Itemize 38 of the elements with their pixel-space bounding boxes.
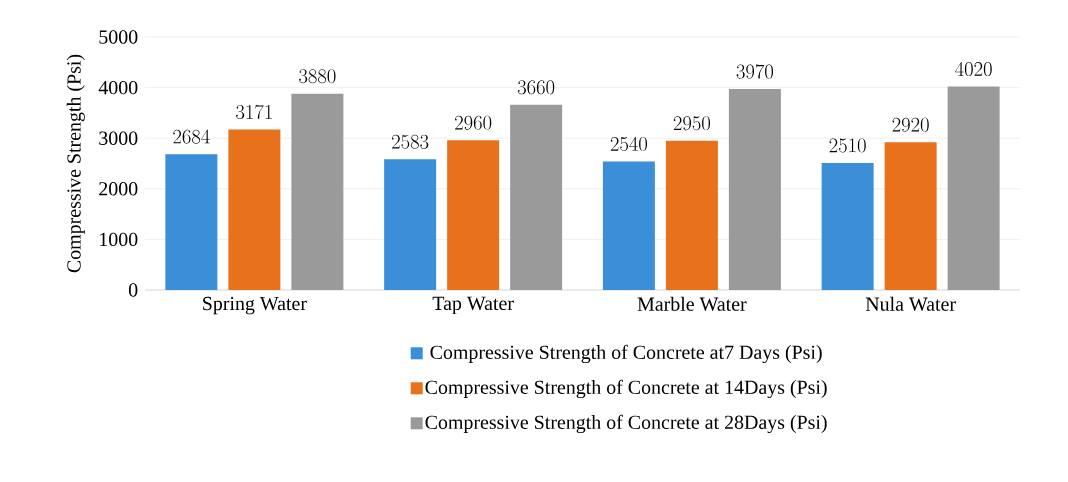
x-tick-label: Spring Water: [203, 296, 307, 315]
data-label: 3880: [299, 69, 336, 84]
data-label: 2583: [392, 134, 429, 149]
bar: [728, 89, 781, 290]
legend-label: Compressive Strength of Concrete at7 Days (Psi): [430, 344, 822, 364]
data-label: 2540: [610, 136, 647, 151]
x-tick-label: Tap Water: [432, 296, 514, 315]
bar: [665, 140, 718, 290]
data-label: 3660: [517, 80, 555, 95]
data-label: 2684: [173, 129, 210, 144]
data-label: 2960: [455, 115, 492, 130]
y-tick-label: 2000: [99, 182, 138, 196]
data-label: 3171: [236, 104, 272, 120]
bar: [447, 140, 500, 290]
y-tick-label: 1000: [100, 232, 138, 247]
bar: [384, 159, 437, 290]
legend-label: Compressive Strength of Concrete at 14Days (Psi): [425, 379, 827, 399]
bar: [228, 129, 281, 290]
x-tick-label: Marble Water: [637, 296, 747, 311]
y-tick-label: 0: [128, 283, 138, 297]
bar: [602, 161, 655, 290]
bar: [821, 163, 874, 290]
bar: [165, 154, 218, 290]
data-label: 4020: [955, 61, 992, 77]
data-label: 3970: [736, 64, 773, 79]
data-label: 2920: [892, 117, 929, 132]
legend-label: Compressive Strength of Concrete at 28Days (Psi): [425, 414, 827, 434]
y-axis-title: Compressive Strength (Psi): [66, 54, 85, 273]
y-tick-label: 3000: [99, 131, 138, 145]
data-label: 2950: [673, 116, 710, 131]
bar: [510, 104, 563, 290]
bar: [291, 93, 344, 290]
data-label: 2510: [829, 138, 866, 153]
x-tick-label: Nula Water: [865, 296, 956, 311]
y-tick-label: 4000: [98, 80, 138, 95]
bar: [884, 142, 937, 290]
bar: [947, 86, 1000, 290]
y-tick-label: 5000: [99, 30, 138, 44]
